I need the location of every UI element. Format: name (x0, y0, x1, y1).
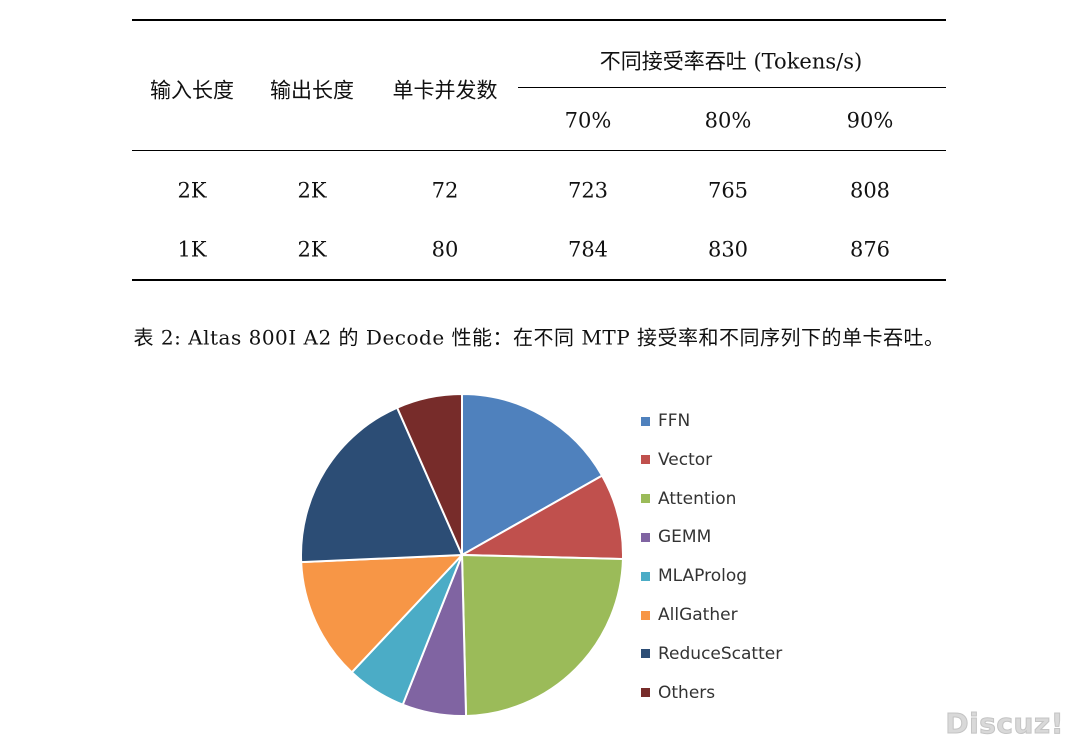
table-header-rule (132, 150, 946, 151)
table-cell: 784 (567, 237, 609, 262)
legend-item-reducescatter: ReduceScatter (641, 643, 782, 665)
legend-item-vector: Vector (641, 449, 712, 471)
table-cell: 72 (431, 178, 459, 203)
table-bottom-rule (132, 279, 946, 281)
table-cell: 765 (707, 178, 749, 203)
pie-slice-allgather (300, 553, 465, 674)
pie-slice-others (395, 392, 463, 556)
legend-swatch (641, 610, 650, 620)
discuz-watermark: Discuz! (945, 707, 1064, 741)
header-input-length: 输入长度 (150, 78, 234, 103)
legend-swatch (641, 455, 650, 465)
header-output-length: 输出长度 (270, 78, 354, 103)
header-concurrency: 单卡并发数 (392, 78, 498, 103)
table-caption: 表 2: Altas 800I A2 的 Decode 性能：在不同 MTP 接… (133, 325, 945, 350)
table-cell: 830 (707, 237, 749, 262)
table-cell: 808 (849, 178, 891, 203)
legend-item-gemm: GEMM (641, 526, 711, 548)
legend-label: Attention (658, 488, 737, 509)
pie-slice-attention (460, 553, 624, 717)
table-cell: 2K (297, 237, 327, 262)
table-top-rule (132, 19, 946, 21)
pie-chart (300, 392, 624, 717)
legend-item-mlaprolog: MLAProlog (641, 565, 747, 587)
legend-label: GEMM (658, 527, 712, 548)
legend-swatch (641, 532, 650, 542)
table-cell: 2K (177, 178, 207, 203)
legend-swatch (641, 416, 650, 426)
legend-label: MLAProlog (658, 566, 748, 587)
table-cell: 876 (849, 237, 891, 262)
pie-slice-ffn (461, 392, 604, 557)
legend-swatch (641, 649, 650, 659)
legend-item-attention: Attention (641, 488, 736, 510)
table-cell: 80 (431, 237, 459, 262)
legend-label: Others (658, 682, 716, 703)
header-rate-70: 70% (564, 108, 612, 133)
legend-item-ffn: FFN (641, 410, 690, 432)
header-rate-80: 80% (704, 108, 752, 133)
table-cell: 723 (567, 178, 609, 203)
throughput-group-rule (518, 87, 946, 88)
legend-label: Vector (658, 449, 713, 470)
header-rate-90: 90% (846, 108, 894, 133)
legend-label: ReduceScatter (658, 643, 783, 664)
legend-swatch (641, 688, 650, 698)
legend-swatch (641, 571, 650, 581)
pie-slice-vector (458, 474, 624, 561)
pie-slice-reducescatter (300, 406, 464, 564)
table-cell: 2K (297, 178, 327, 203)
legend-label: AllGather (658, 605, 738, 625)
table-cell: 1K (177, 237, 207, 262)
legend-item-allgather: AllGather (641, 604, 738, 626)
legend-label: FFN (658, 411, 691, 431)
legend-item-others: Others (641, 682, 715, 704)
header-throughput-group: 不同接受率吞吐 (Tokens/s) (599, 49, 863, 74)
legend-swatch (641, 494, 650, 504)
